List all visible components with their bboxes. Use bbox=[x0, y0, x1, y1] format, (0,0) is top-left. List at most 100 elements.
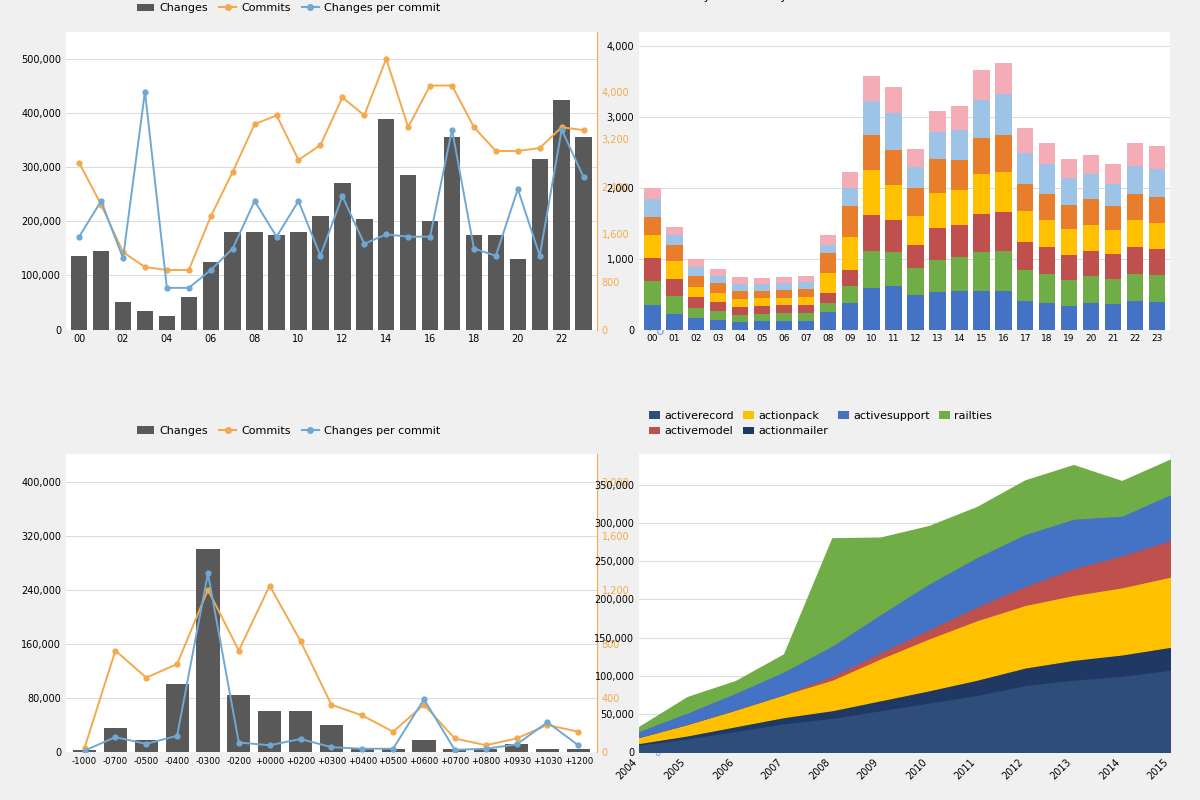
Bar bbox=[973, 290, 990, 330]
Bar bbox=[566, 749, 590, 752]
Bar bbox=[929, 260, 946, 292]
Bar bbox=[1105, 278, 1121, 304]
Bar bbox=[666, 278, 683, 295]
Bar bbox=[1105, 254, 1121, 278]
Bar bbox=[886, 150, 902, 185]
Bar bbox=[798, 313, 814, 321]
Bar bbox=[710, 270, 726, 276]
Bar bbox=[1105, 183, 1121, 206]
Bar bbox=[1127, 194, 1144, 220]
Bar bbox=[929, 228, 946, 260]
Bar bbox=[754, 278, 770, 284]
Bar bbox=[688, 308, 704, 318]
Bar bbox=[952, 160, 967, 190]
Bar bbox=[1039, 274, 1056, 303]
Bar bbox=[886, 113, 902, 150]
Bar bbox=[1061, 205, 1078, 229]
Bar bbox=[907, 188, 924, 216]
Bar bbox=[820, 302, 836, 312]
Bar bbox=[553, 100, 570, 330]
Bar bbox=[666, 314, 683, 330]
Bar bbox=[290, 232, 307, 330]
Bar bbox=[1018, 153, 1033, 184]
Bar bbox=[864, 251, 880, 289]
Bar bbox=[929, 193, 946, 228]
Bar bbox=[1039, 247, 1056, 274]
Bar bbox=[382, 749, 404, 752]
Bar bbox=[732, 314, 749, 322]
Bar bbox=[907, 149, 924, 166]
Bar bbox=[841, 270, 858, 286]
Bar bbox=[995, 135, 1012, 172]
Bar bbox=[356, 218, 372, 330]
Bar bbox=[350, 749, 374, 752]
Bar bbox=[732, 322, 749, 330]
Bar bbox=[952, 226, 967, 258]
Bar bbox=[864, 215, 880, 251]
Bar bbox=[688, 267, 704, 276]
Bar bbox=[137, 310, 154, 330]
Bar bbox=[886, 86, 902, 113]
Bar bbox=[973, 70, 990, 100]
Bar bbox=[1061, 306, 1078, 330]
Bar bbox=[1127, 166, 1144, 194]
Bar bbox=[1127, 220, 1144, 246]
Bar bbox=[505, 744, 528, 752]
Bar bbox=[798, 297, 814, 305]
Bar bbox=[246, 232, 263, 330]
Bar bbox=[1061, 159, 1078, 178]
Bar bbox=[180, 297, 197, 330]
Bar bbox=[973, 251, 990, 290]
Bar bbox=[732, 291, 749, 299]
Bar bbox=[536, 749, 559, 752]
Bar bbox=[1105, 165, 1121, 183]
Bar bbox=[666, 245, 683, 261]
Bar bbox=[269, 235, 284, 330]
Bar bbox=[732, 299, 749, 307]
Bar bbox=[973, 138, 990, 174]
Bar bbox=[754, 284, 770, 291]
Legend: Monday, Tuesday, Wednesday, Thursday, Friday, Saturday, Sunday: Monday, Tuesday, Wednesday, Thursday, Fr… bbox=[644, 0, 1003, 6]
Bar bbox=[644, 199, 661, 217]
Bar bbox=[754, 306, 770, 314]
Bar bbox=[443, 749, 467, 752]
Bar bbox=[864, 101, 880, 135]
Bar bbox=[732, 307, 749, 314]
Bar bbox=[644, 234, 661, 258]
Bar bbox=[1039, 164, 1056, 194]
Bar bbox=[258, 711, 281, 752]
Legend: Changes, Commits, Changes per commit: Changes, Commits, Changes per commit bbox=[133, 422, 445, 440]
Bar bbox=[644, 217, 661, 234]
Bar bbox=[775, 277, 792, 283]
Bar bbox=[1082, 276, 1099, 303]
Bar bbox=[1061, 178, 1078, 205]
Bar bbox=[1082, 303, 1099, 330]
Bar bbox=[907, 268, 924, 295]
Bar bbox=[1148, 275, 1165, 302]
Bar bbox=[688, 276, 704, 287]
Bar bbox=[995, 94, 1012, 135]
Bar bbox=[1105, 206, 1121, 230]
Bar bbox=[798, 289, 814, 297]
Legend: activerecord, activemodel, actionpack, actionmailer, activesupport, railties: activerecord, activemodel, actionpack, a… bbox=[644, 406, 996, 441]
Bar bbox=[775, 283, 792, 290]
Bar bbox=[644, 282, 661, 305]
Bar bbox=[487, 235, 504, 330]
Bar bbox=[575, 138, 592, 330]
Bar bbox=[995, 212, 1012, 251]
Bar bbox=[312, 216, 329, 330]
Bar bbox=[1061, 229, 1078, 255]
Bar bbox=[203, 262, 218, 330]
Bar bbox=[929, 292, 946, 330]
Bar bbox=[134, 740, 158, 752]
Bar bbox=[820, 294, 836, 302]
Bar bbox=[1148, 170, 1165, 197]
Bar bbox=[1127, 143, 1144, 166]
Bar bbox=[400, 175, 416, 330]
Bar bbox=[688, 297, 704, 308]
Bar bbox=[710, 311, 726, 320]
Bar bbox=[197, 549, 220, 752]
Bar bbox=[71, 257, 88, 330]
Bar bbox=[864, 289, 880, 330]
Bar bbox=[666, 227, 683, 234]
